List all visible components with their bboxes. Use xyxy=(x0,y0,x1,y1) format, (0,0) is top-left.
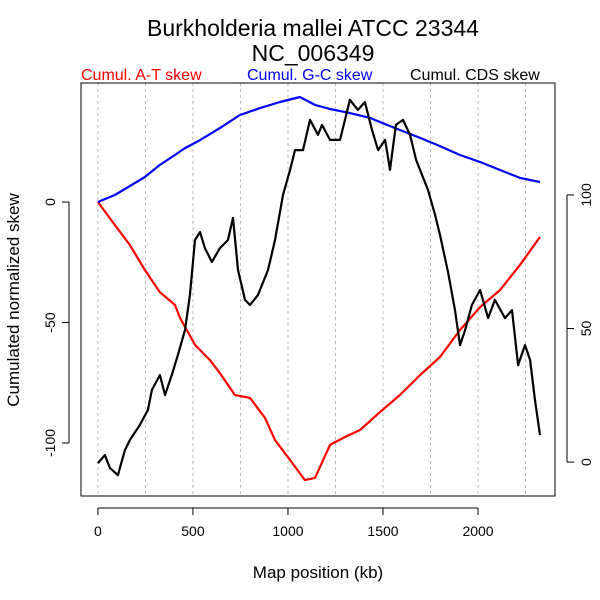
chart-title: Burkholderia mallei ATCC 23344 xyxy=(147,15,479,41)
y-axis-label: Cumulated normalized skew xyxy=(4,193,23,407)
series-line-2 xyxy=(97,98,542,477)
y-tick-label: -50 xyxy=(42,312,58,332)
series-line-1 xyxy=(97,95,541,204)
chart-subtitle: NC_006349 xyxy=(252,40,375,66)
series-line-0 xyxy=(97,201,541,482)
y-tick-label: -100 xyxy=(42,429,58,457)
x-axis-label: Map position (kb) xyxy=(253,563,383,582)
plot-frame xyxy=(80,82,556,497)
x-tick-label: 0 xyxy=(94,523,102,539)
y-right-tick-label: 100 xyxy=(578,183,594,207)
legend-at-skew: Cumul. A-T skew xyxy=(81,67,202,84)
y-right-tick-label: 0 xyxy=(578,458,594,466)
x-tick-label: 1000 xyxy=(272,523,303,539)
x-tick-label: 500 xyxy=(181,523,205,539)
legend-cds-skew: Cumul. CDS skew xyxy=(410,67,540,84)
x-tick-label: 1500 xyxy=(367,523,398,539)
y-tick-label: 0 xyxy=(42,198,58,206)
x-tick-label: 2000 xyxy=(462,523,493,539)
legend-gc-skew: Cumul. G-C skew xyxy=(247,67,373,84)
y-right-tick-label: 50 xyxy=(578,321,594,337)
